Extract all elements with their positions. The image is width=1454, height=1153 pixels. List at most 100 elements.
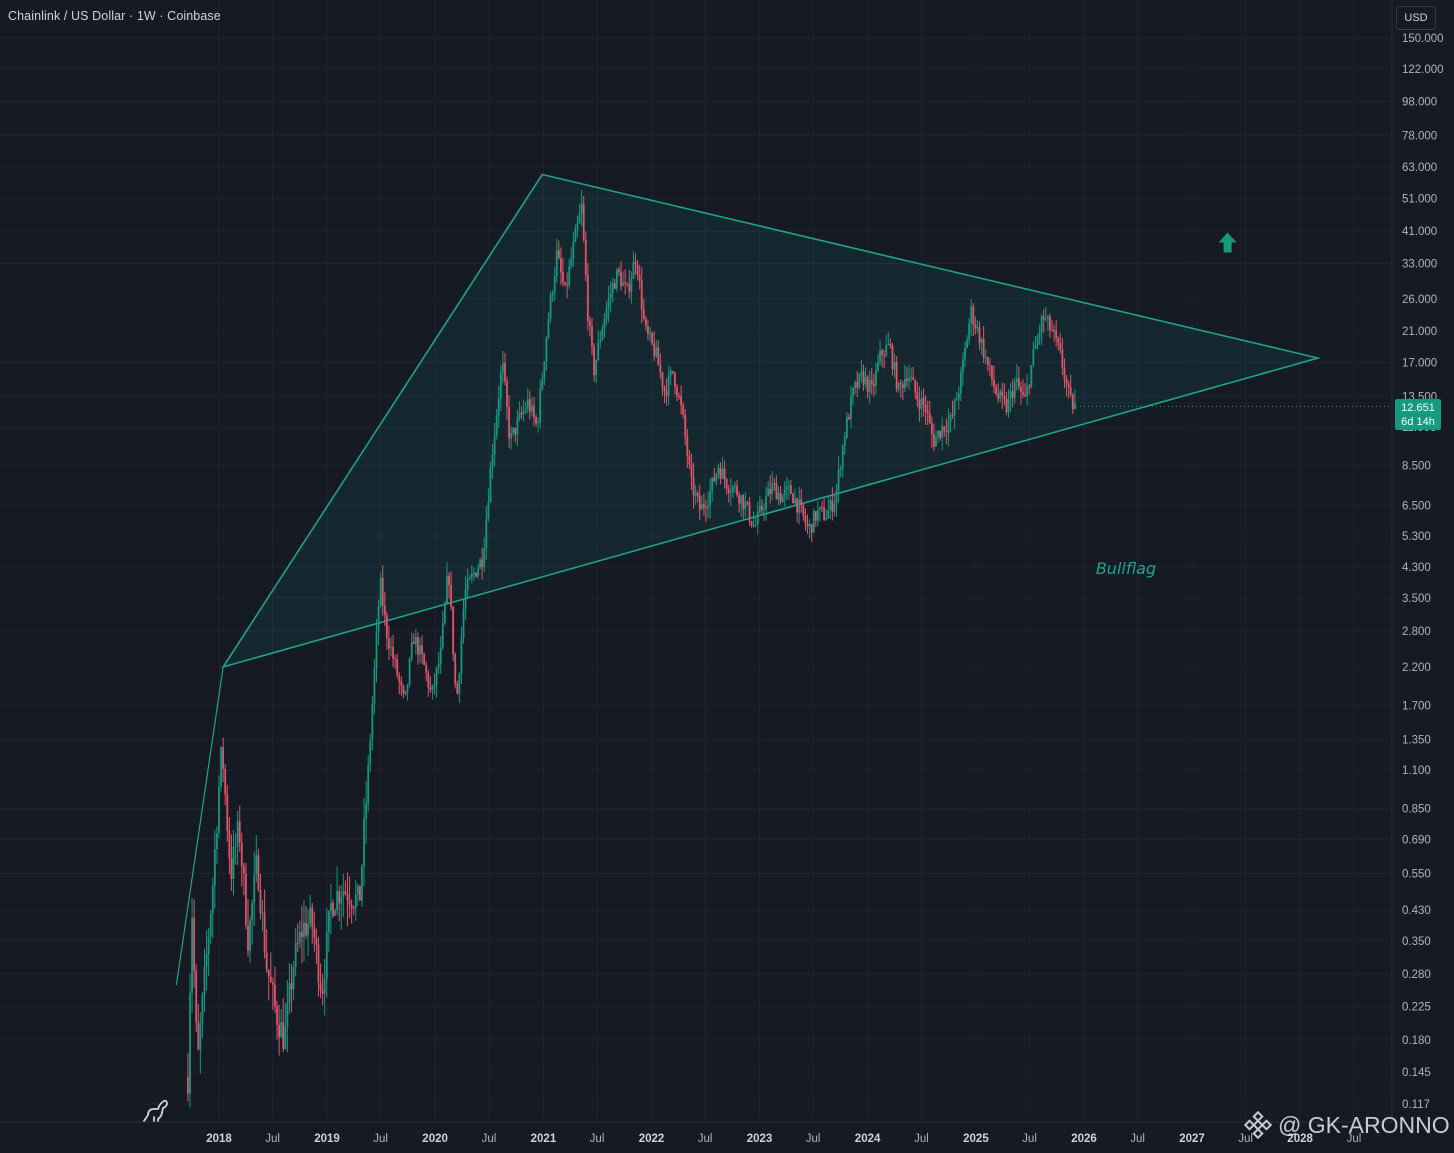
price-tick-label: 98.000: [1402, 96, 1437, 108]
candle-body: [516, 418, 519, 435]
candle-body: [537, 422, 540, 424]
candle-body: [771, 483, 774, 494]
candle-body: [203, 966, 206, 996]
candle-body: [777, 493, 780, 500]
candle-body: [562, 271, 564, 283]
candle-body: [288, 983, 291, 1003]
candle-body: [748, 502, 751, 522]
candle-body: [800, 499, 803, 506]
candle-body: [872, 383, 875, 386]
candle-body: [680, 396, 683, 405]
candle-body: [477, 568, 479, 577]
candle-body: [205, 953, 208, 967]
candle-body: [379, 577, 382, 607]
candle-body: [622, 282, 624, 287]
support-trendline: [175, 666, 224, 986]
candle-body: [191, 917, 193, 994]
candle-body: [618, 269, 620, 272]
candle-body: [609, 293, 612, 299]
candle-body: [893, 362, 896, 370]
candle-body: [978, 327, 981, 344]
candle-body: [323, 979, 326, 994]
candle-body: [294, 942, 297, 968]
currency-button[interactable]: USD: [1396, 6, 1436, 30]
candle-body: [841, 445, 844, 470]
time-tick-label: 2019: [314, 1133, 340, 1145]
candle-body: [394, 658, 397, 660]
candle-body: [1046, 316, 1049, 320]
time-tick-label: Jul: [1130, 1133, 1145, 1145]
price-tick-label: 1.100: [1402, 765, 1431, 777]
pattern-drawings: [175, 173, 1322, 986]
time-axis[interactable]: 2018 Jul 2019 Jul 2020 Jul 2021 Jul 2022 Jul 2023 J…: [0, 1121, 1392, 1145]
candle-body: [937, 431, 939, 437]
candle-body: [798, 499, 801, 513]
candle-body: [468, 577, 471, 579]
candle-body: [802, 505, 805, 516]
candle-body: [1042, 316, 1045, 320]
candle-body: [605, 308, 608, 320]
candle-body: [632, 262, 635, 279]
candle-body: [1036, 337, 1039, 346]
candle-body: [734, 485, 736, 487]
candle-body: [843, 437, 846, 446]
candle-body: [752, 525, 755, 527]
candles: [187, 190, 1076, 1108]
time-tick-label: 2026: [1071, 1133, 1097, 1145]
candle-body: [464, 589, 467, 610]
candle-body: [325, 932, 328, 980]
candle-body: [615, 269, 618, 289]
candle-body: [763, 509, 765, 511]
candle-body: [870, 380, 873, 384]
candle-body: [495, 415, 498, 436]
candle-body: [218, 786, 220, 834]
candle-body: [346, 893, 349, 901]
candle-body: [450, 584, 452, 607]
candle-body: [688, 455, 691, 464]
candle-body: [694, 493, 697, 496]
candle-body: [292, 967, 295, 990]
price-tick-label: 0.280: [1402, 969, 1431, 981]
candle-body: [224, 768, 227, 795]
candle-body: [298, 931, 301, 944]
candle-body: [816, 509, 819, 521]
time-tick-label: Jul: [1238, 1133, 1253, 1145]
candle-body: [338, 891, 341, 904]
candle-body: [446, 575, 448, 604]
candle-body: [593, 346, 595, 376]
candle-body: [988, 364, 991, 366]
candle-body: [899, 383, 902, 385]
candle-body: [599, 340, 602, 343]
candle-body: [435, 667, 438, 685]
candle-body: [976, 327, 979, 329]
candle-body: [269, 976, 272, 983]
candle-body: [296, 942, 299, 944]
candle-body: [955, 399, 958, 401]
candle-body: [216, 833, 218, 850]
logo-icon[interactable]: [140, 1095, 170, 1125]
price-axis[interactable]: 150.000 122.000 98.000 78.000 63.000 51.000 41…: [1391, 0, 1444, 1122]
candle-body: [808, 524, 811, 527]
candle-body: [792, 493, 794, 504]
candle-body: [334, 910, 336, 916]
candle-body: [676, 387, 678, 397]
candle-body: [980, 338, 983, 344]
candle-body: [756, 511, 759, 525]
candle-body: [715, 473, 718, 482]
candle-body: [746, 501, 749, 503]
candle-body: [522, 410, 525, 415]
candle-body: [307, 923, 310, 936]
triangle-pattern: [221, 173, 1322, 669]
candle-body: [698, 495, 701, 510]
candle-body: [835, 490, 838, 504]
candle-body: [311, 907, 314, 927]
candle-body: [533, 405, 535, 418]
candle-body: [736, 485, 738, 495]
candle-body: [508, 407, 511, 439]
candle-body: [315, 938, 318, 945]
candle-body: [1044, 319, 1047, 321]
candle-body: [385, 615, 388, 639]
candle-body: [845, 416, 848, 438]
candle-body: [253, 874, 256, 903]
